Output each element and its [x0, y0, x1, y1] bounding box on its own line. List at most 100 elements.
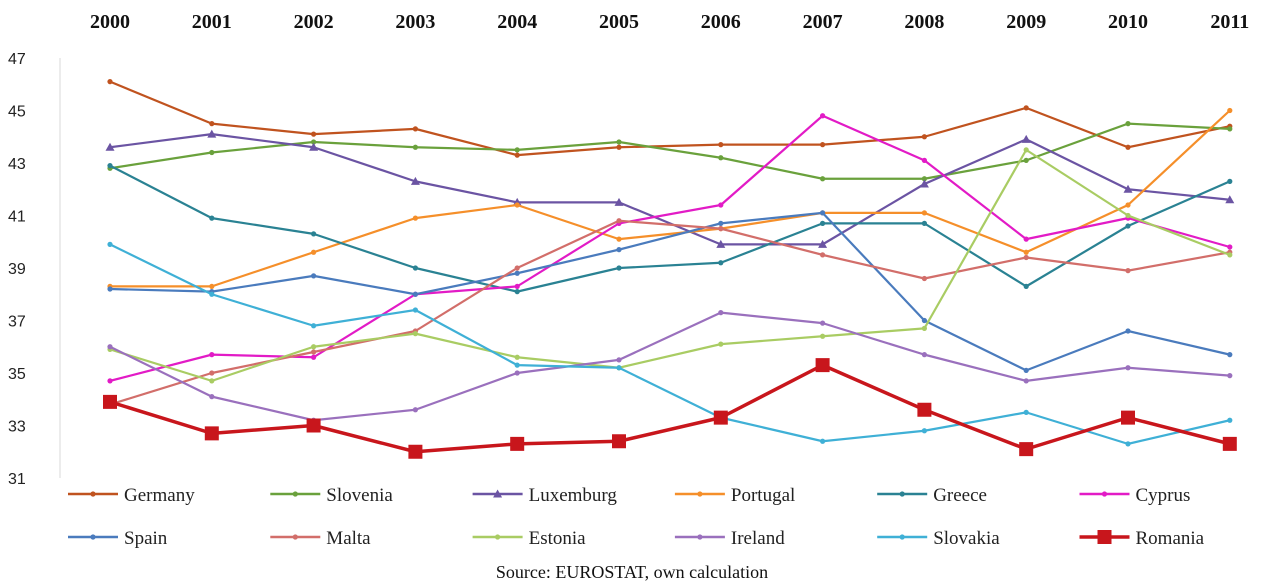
data-point-romania — [510, 436, 525, 451]
legend: Germany Slovenia Luxemburg Portugal Greece Cy… — [68, 485, 1205, 549]
data-point-greece — [311, 231, 317, 237]
data-point-cyprus — [1023, 236, 1029, 242]
data-point-germany — [412, 126, 418, 132]
series-line-slovakia — [109, 243, 1231, 445]
data-point-spain — [820, 210, 826, 216]
data-point-ireland — [820, 320, 826, 326]
data-point-germany — [209, 121, 215, 127]
data-point-slovakia — [209, 291, 215, 297]
data-point-estonia — [921, 325, 928, 331]
series-line-malta — [109, 219, 1230, 406]
data-point-germany — [616, 144, 622, 150]
legend-marker-estonia — [495, 534, 501, 540]
legend-label-romania: Romania — [1136, 528, 1205, 549]
data-point-romania — [612, 434, 626, 449]
legend-marker-cyprus — [1101, 491, 1108, 497]
data-point-slovenia — [514, 147, 520, 153]
data-point-ireland — [514, 370, 520, 376]
data-point-slovenia — [1125, 121, 1131, 127]
legend-marker-slovakia — [899, 534, 905, 540]
data-point-spain — [616, 247, 622, 253]
data-point-slovakia — [616, 365, 622, 371]
data-point-luxemburg — [309, 142, 319, 151]
legend-label-greece: Greece — [933, 485, 987, 506]
data-point-germany — [107, 79, 113, 85]
year-label-2000: 2000 — [90, 11, 130, 33]
legend-item-greece: Greece — [877, 485, 987, 506]
data-point-estonia — [514, 354, 520, 360]
legend-marker-spain — [90, 534, 96, 540]
year-label-2003: 2003 — [395, 11, 435, 33]
data-point-malta — [1125, 268, 1131, 274]
data-point-malta — [820, 252, 826, 258]
data-point-spain — [412, 291, 418, 297]
data-point-luxemburg — [614, 197, 624, 206]
data-point-luxemburg — [716, 239, 726, 248]
data-point-romania — [1222, 436, 1237, 451]
legend-item-spain: Spain — [68, 528, 168, 549]
data-point-spain — [311, 273, 317, 279]
data-point-greece — [412, 265, 418, 271]
data-point-ireland — [1227, 373, 1233, 379]
series-romania — [103, 358, 1237, 459]
series-line-slovenia — [109, 122, 1230, 180]
data-point-greece — [921, 220, 928, 226]
data-point-slovenia — [820, 176, 826, 182]
year-label-2002: 2002 — [294, 11, 334, 33]
y-tick-label: 47 — [8, 51, 26, 68]
data-point-cyprus — [1227, 244, 1233, 250]
series-line-ireland — [109, 311, 1230, 422]
data-point-germany — [921, 134, 928, 140]
data-point-slovenia — [1023, 157, 1029, 163]
data-point-portugal — [616, 236, 622, 242]
series-line-romania — [109, 363, 1231, 454]
legend-marker-ireland — [697, 534, 703, 540]
series-ireland — [107, 310, 1233, 423]
data-point-luxemburg — [410, 176, 420, 185]
data-point-estonia — [1125, 212, 1131, 219]
data-point-romania — [917, 402, 932, 417]
data-point-romania — [204, 426, 219, 441]
year-label-2005: 2005 — [599, 11, 639, 33]
data-point-portugal — [514, 202, 520, 208]
legend-item-malta: Malta — [270, 528, 371, 549]
data-point-slovakia — [1023, 409, 1029, 415]
legend-item-luxemburg: Luxemburg — [472, 485, 617, 506]
legend-label-estonia: Estonia — [529, 528, 587, 549]
data-point-malta — [514, 265, 520, 271]
data-point-luxemburg — [207, 129, 217, 138]
data-point-portugal — [311, 249, 317, 255]
year-label-2006: 2006 — [701, 11, 741, 33]
data-point-malta — [311, 349, 317, 355]
legend-item-portugal: Portugal — [674, 485, 795, 506]
data-point-romania — [1019, 442, 1034, 457]
year-label-2007: 2007 — [803, 11, 843, 33]
series-luxemburg — [105, 129, 1235, 248]
y-tick-label: 45 — [8, 104, 26, 121]
data-point-slovenia — [209, 149, 215, 156]
data-point-ireland — [107, 344, 113, 350]
legend-item-slovakia: Slovakia — [877, 528, 1000, 549]
legend-marker-romania — [1097, 530, 1112, 544]
legend-item-estonia: Estonia — [472, 528, 587, 549]
data-point-romania — [103, 394, 117, 409]
y-tick-label: 33 — [8, 419, 26, 436]
data-point-spain — [921, 317, 928, 324]
y-tick-label: 41 — [8, 209, 26, 226]
legend-marker-luxemburg — [493, 489, 503, 498]
data-point-slovakia — [311, 323, 317, 329]
data-point-estonia — [311, 344, 317, 350]
data-point-romania — [713, 410, 728, 425]
data-point-germany — [718, 142, 724, 148]
data-point-slovenia — [921, 176, 928, 182]
data-point-germany — [311, 131, 317, 137]
data-point-germany — [1023, 105, 1029, 111]
data-point-malta — [921, 275, 928, 282]
data-point-portugal — [412, 215, 418, 221]
y-tick-label: 43 — [8, 156, 26, 173]
series-slovakia — [107, 241, 1233, 447]
legend-label-portugal: Portugal — [731, 485, 795, 506]
series-line-estonia — [109, 148, 1231, 382]
data-point-estonia — [718, 341, 724, 347]
data-point-slovakia — [820, 438, 826, 444]
